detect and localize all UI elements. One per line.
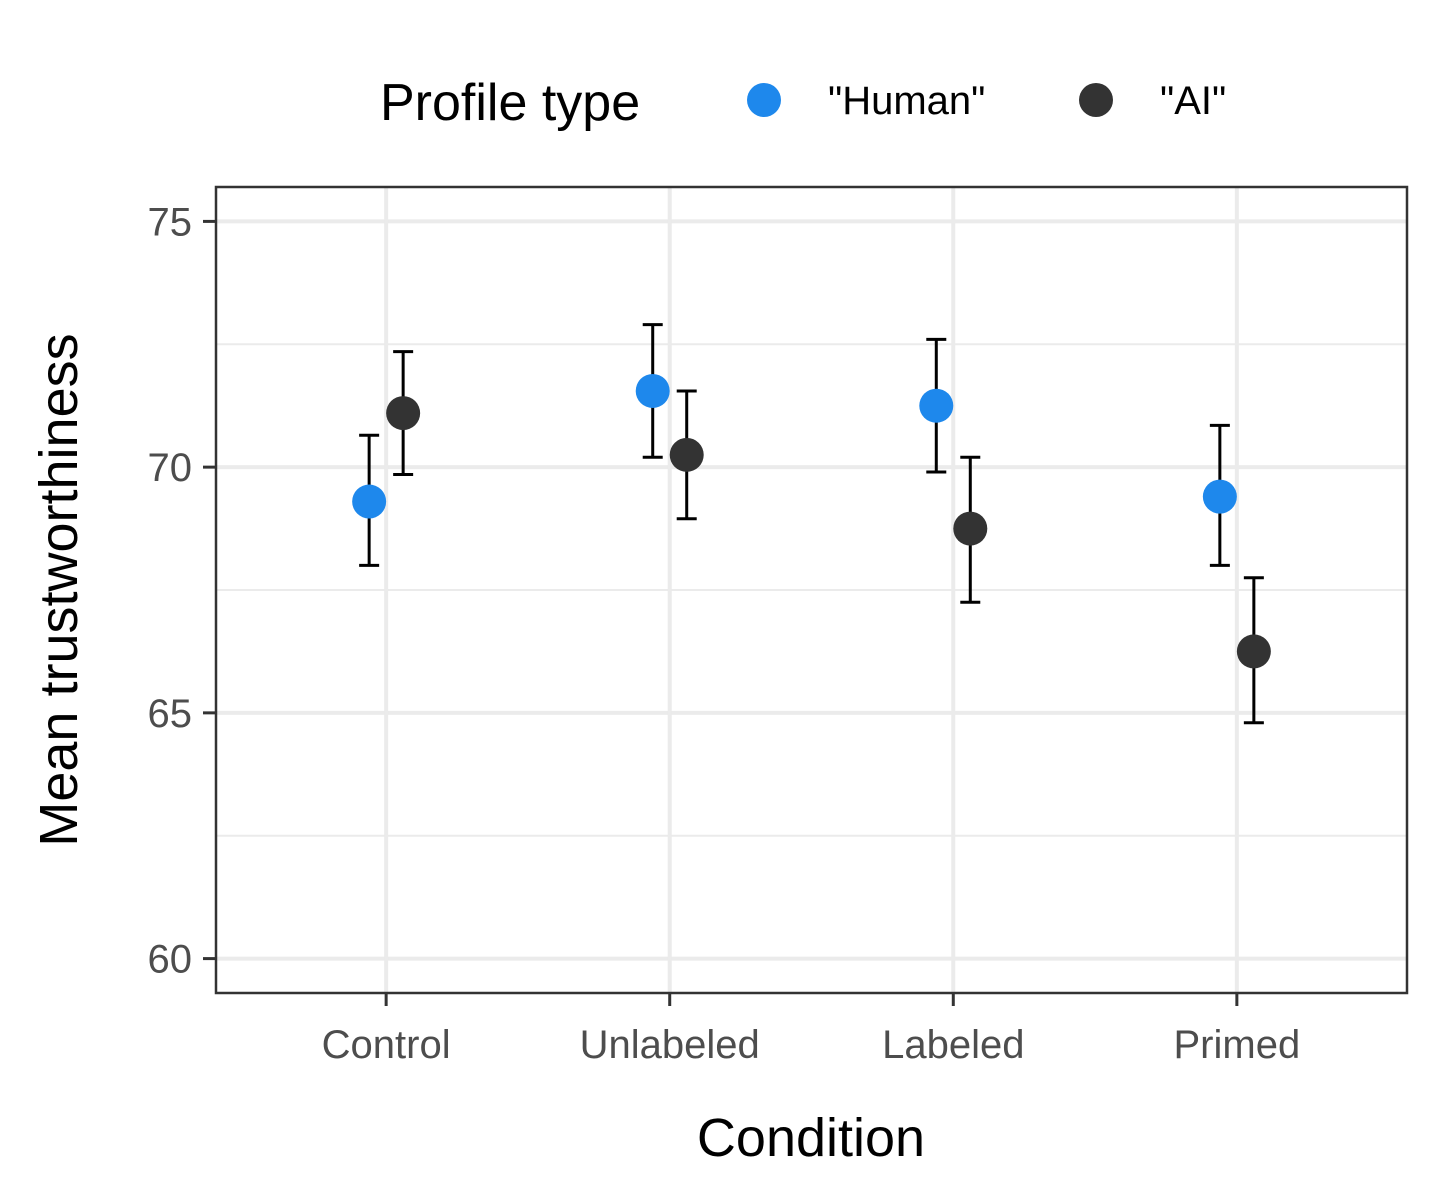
y-tick-label: 75	[148, 200, 193, 244]
y-tick-label: 65	[148, 692, 193, 736]
data-point	[1202, 479, 1237, 514]
major-gridlines	[216, 187, 1407, 993]
y-tick-label: 60	[148, 938, 193, 982]
data-point	[386, 396, 421, 431]
series-0	[352, 323, 1237, 567]
x-tick-label: Unlabeled	[580, 1023, 760, 1067]
data-marks	[352, 323, 1271, 725]
data-point	[919, 388, 954, 423]
minor-gridlines	[216, 343, 1407, 837]
plot-panel	[214, 185, 1409, 995]
legend-key	[1079, 83, 1113, 117]
legend-item: "AI"	[1079, 79, 1226, 123]
legend: Profile type "Human" "AI"	[380, 74, 1226, 132]
x-axis-title: Condition	[697, 1108, 925, 1168]
legend-items: "Human" "AI"	[747, 79, 1226, 123]
panel-border	[214, 185, 1409, 995]
data-point	[352, 484, 387, 519]
x-axis: Control Unlabeled Labeled Primed	[322, 993, 1301, 1067]
series-1	[386, 350, 1271, 725]
x-tick-label: Primed	[1174, 1023, 1301, 1067]
legend-item: "Human"	[747, 79, 985, 123]
y-axis-title: Mean trustworthiness	[29, 333, 89, 846]
data-point	[953, 511, 988, 546]
data-point	[669, 437, 704, 472]
data-point	[1236, 634, 1271, 669]
legend-label: "Human"	[828, 79, 985, 123]
y-tick-label: 70	[148, 446, 193, 490]
legend-label: "AI"	[1160, 79, 1226, 123]
legend-key	[747, 83, 781, 117]
x-tick-label: Control	[322, 1023, 451, 1067]
y-axis: 60 65 70 75	[148, 200, 216, 982]
x-tick-label: Labeled	[882, 1023, 1024, 1067]
data-point	[635, 373, 670, 408]
legend-title: Profile type	[380, 74, 640, 132]
